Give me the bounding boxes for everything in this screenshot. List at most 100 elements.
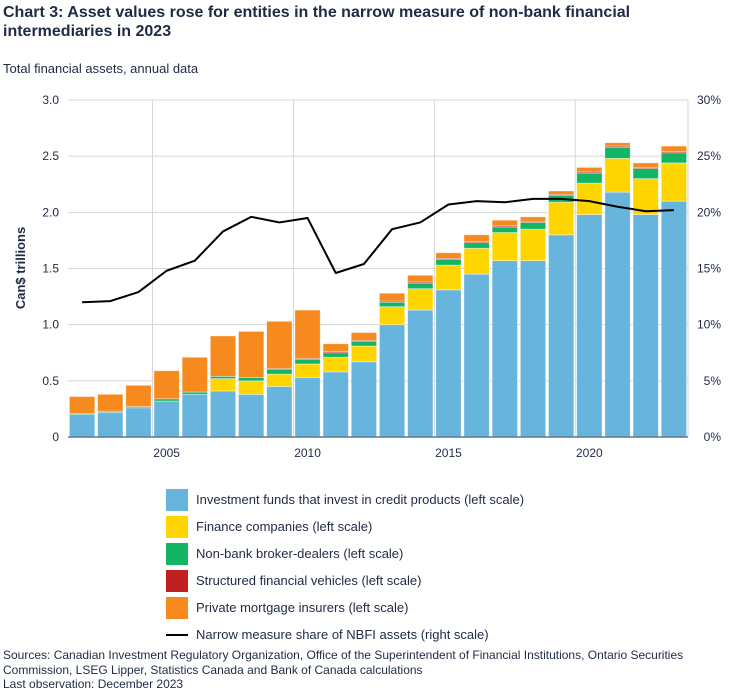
bar-segment xyxy=(322,343,349,353)
bar-segment xyxy=(238,380,265,395)
bar-segment xyxy=(350,361,377,438)
bar-segment xyxy=(407,274,434,283)
bar-segment xyxy=(463,273,490,438)
bar-segment xyxy=(632,214,659,438)
bar-segment xyxy=(209,335,237,377)
bar-segment xyxy=(209,378,237,392)
chart-footnote: Sources: Canadian Investment Regulatory … xyxy=(3,648,748,692)
bar-segment xyxy=(660,145,687,153)
bar-segment xyxy=(322,356,349,373)
chart-plot: 0 0.5 1.0 1.5 2.0 2.5 3.0 0% 5% 10% 15% 20% 25% 30% 20… xyxy=(13,93,722,460)
bar-segment xyxy=(294,309,321,359)
bar-segment xyxy=(491,219,518,227)
legend-item: Non-bank broker-dealers (left scale) xyxy=(166,540,524,567)
bar-segment xyxy=(491,260,518,438)
bar-segment xyxy=(266,386,293,438)
chart-title: Chart 3: Asset values rose for entities … xyxy=(3,4,631,40)
bar-segment xyxy=(350,332,377,341)
bar-segment xyxy=(209,390,237,438)
bar-segment xyxy=(294,363,321,378)
y2-tick-label: 25% xyxy=(697,149,721,163)
bar-segment xyxy=(463,247,490,275)
bar-segment xyxy=(435,259,462,266)
last-observation-note: Last observation: December 2023 xyxy=(3,677,184,691)
bar-segment xyxy=(266,320,293,369)
bar-segment xyxy=(548,234,575,438)
legend-label: Non-bank broker-dealers (left scale) xyxy=(196,546,404,561)
bar-segment xyxy=(604,158,631,193)
bar-segment xyxy=(125,384,152,408)
y2-tick-label: 20% xyxy=(697,205,721,219)
bar-segment xyxy=(69,396,96,414)
bar-segment xyxy=(604,146,631,159)
legend-item: Finance companies (left scale) xyxy=(166,513,524,540)
bar-segment xyxy=(125,407,152,438)
bar-segment xyxy=(294,359,321,365)
legend-item: Structured financial vehicles (left scal… xyxy=(166,567,524,594)
bar-segment xyxy=(519,260,547,438)
y2-tick-label: 5% xyxy=(704,374,722,388)
legend-line-swatch xyxy=(166,633,188,636)
bar-segment xyxy=(548,190,575,195)
bar-segment xyxy=(576,166,603,173)
legend-swatch xyxy=(166,515,188,538)
bar-segment xyxy=(266,373,293,387)
bar-segment xyxy=(519,222,547,230)
bar-segment xyxy=(294,377,321,438)
bar-segment xyxy=(238,393,265,438)
x-tick-label: 2010 xyxy=(294,446,321,460)
bar-segment xyxy=(632,162,659,168)
legend-label: Structured financial vehicles (left scal… xyxy=(196,573,422,588)
bar-segment xyxy=(463,242,490,249)
bar-segment xyxy=(407,282,434,290)
bar-segment xyxy=(350,341,377,347)
y-tick-label: 2.0 xyxy=(42,205,59,219)
bar-segment xyxy=(407,288,434,311)
y-tick-label: 2.5 xyxy=(42,149,59,163)
x-tick-label: 2015 xyxy=(435,446,462,460)
bar-segment xyxy=(379,324,406,438)
y-tick-label: 3.0 xyxy=(42,93,59,107)
bar-segment xyxy=(548,201,575,236)
bar-segment xyxy=(491,226,518,233)
x-tick-label: 2005 xyxy=(153,446,180,460)
bar-segment xyxy=(350,345,377,363)
bar-segment xyxy=(632,178,659,215)
y-axis-label: Can$ trillions xyxy=(13,227,28,309)
legend-label: Finance companies (left scale) xyxy=(196,519,373,534)
chart-subtitle: Total financial assets, annual data xyxy=(3,61,199,76)
bar-segment xyxy=(238,377,265,382)
x-tick-label: 2020 xyxy=(576,446,603,460)
legend-label: Investment funds that invest in credit p… xyxy=(196,492,525,507)
bar-segment xyxy=(153,370,180,400)
bar-segment xyxy=(435,289,462,438)
bar-segment xyxy=(660,162,687,202)
bar-segment xyxy=(181,356,208,393)
bar-segment xyxy=(576,182,603,215)
bar-segment xyxy=(97,411,124,438)
legend-swatch xyxy=(166,488,188,511)
bar-segment xyxy=(463,234,490,242)
y2-tick-label: 0% xyxy=(704,430,722,444)
legend-item: Narrow measure share of NBFI assets (rig… xyxy=(166,621,524,648)
bar-segment xyxy=(97,393,124,412)
bar-segment xyxy=(576,172,603,184)
y-tick-label: 0 xyxy=(52,430,59,444)
legend-label: Narrow measure share of NBFI assets (rig… xyxy=(196,627,489,642)
legend-label: Private mortgage insurers (left scale) xyxy=(196,600,409,615)
bar-segment xyxy=(435,264,462,291)
bar-segment xyxy=(181,393,208,438)
bar-segment xyxy=(576,214,603,438)
bar-segment xyxy=(604,142,631,147)
bar-segment xyxy=(379,301,406,308)
y2-tick-label: 15% xyxy=(697,262,721,276)
bar-segment xyxy=(519,228,547,262)
bar-segment xyxy=(69,414,96,438)
sources-note: Sources: Canadian Investment Regulatory … xyxy=(3,648,684,677)
bar-segment xyxy=(604,191,631,438)
legend-swatch xyxy=(166,596,188,619)
y2-tick-label: 10% xyxy=(697,318,721,332)
bar-segment xyxy=(407,309,434,438)
bar-segment xyxy=(322,352,349,358)
chart-legend: Investment funds that invest in credit p… xyxy=(166,486,524,648)
